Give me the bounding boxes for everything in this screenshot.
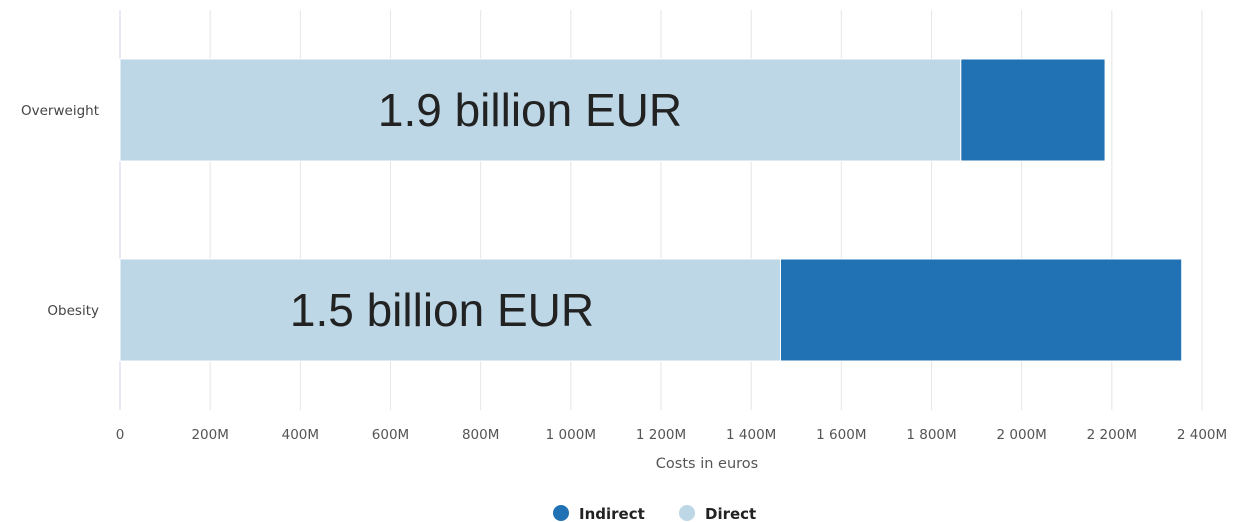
bar-indirect-obesity[interactable] bbox=[779, 258, 1183, 362]
total-cost-annotation: 1.5 billion EUR bbox=[290, 284, 594, 336]
bars bbox=[119, 58, 1183, 362]
total-cost-annotation: 1.9 billion EUR bbox=[378, 84, 682, 136]
bar-direct-obesity[interactable] bbox=[119, 258, 781, 362]
legend-marker-direct[interactable] bbox=[679, 505, 695, 521]
legend-marker-indirect[interactable] bbox=[553, 505, 569, 521]
x-tick-label: 200M bbox=[191, 427, 228, 443]
legend: Indirect Direct bbox=[553, 505, 756, 522]
x-tick-label: 2 200M bbox=[1087, 427, 1137, 443]
x-tick-label: 2 000M bbox=[997, 427, 1047, 443]
category-labels: Overweight Obesity bbox=[21, 103, 99, 319]
x-axis-title: Costs in euros bbox=[656, 456, 758, 472]
x-axis-tick-labels: 0 200M 400M 600M 800M 1 000M 1 200M 1 400M 1 600… bbox=[116, 427, 1227, 443]
x-tick-label: 1 400M bbox=[726, 427, 776, 443]
x-tick-label: 1 200M bbox=[636, 427, 686, 443]
x-tick-label: 1 800M bbox=[906, 427, 956, 443]
x-tick-label: 1 000M bbox=[546, 427, 596, 443]
x-tick-label: 600M bbox=[372, 427, 409, 443]
legend-label-indirect[interactable]: Indirect bbox=[579, 505, 645, 522]
bar-direct-overweight[interactable] bbox=[119, 58, 962, 162]
category-label: Overweight bbox=[21, 103, 99, 119]
category-label: Obesity bbox=[47, 303, 99, 319]
x-tick-label: 800M bbox=[462, 427, 499, 443]
annotations: 1.9 billion EUR 1.5 billion EUR bbox=[290, 84, 682, 336]
x-tick-label: 1 600M bbox=[816, 427, 866, 443]
x-tick-label: 2 400M bbox=[1177, 427, 1227, 443]
x-tick-label: 0 bbox=[116, 427, 125, 443]
x-tick-label: 400M bbox=[282, 427, 319, 443]
legend-label-direct[interactable]: Direct bbox=[705, 505, 756, 522]
bar-indirect-overweight[interactable] bbox=[960, 58, 1106, 162]
